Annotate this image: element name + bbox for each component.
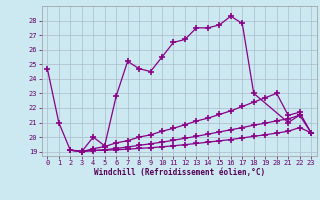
X-axis label: Windchill (Refroidissement éolien,°C): Windchill (Refroidissement éolien,°C) [94,168,265,177]
